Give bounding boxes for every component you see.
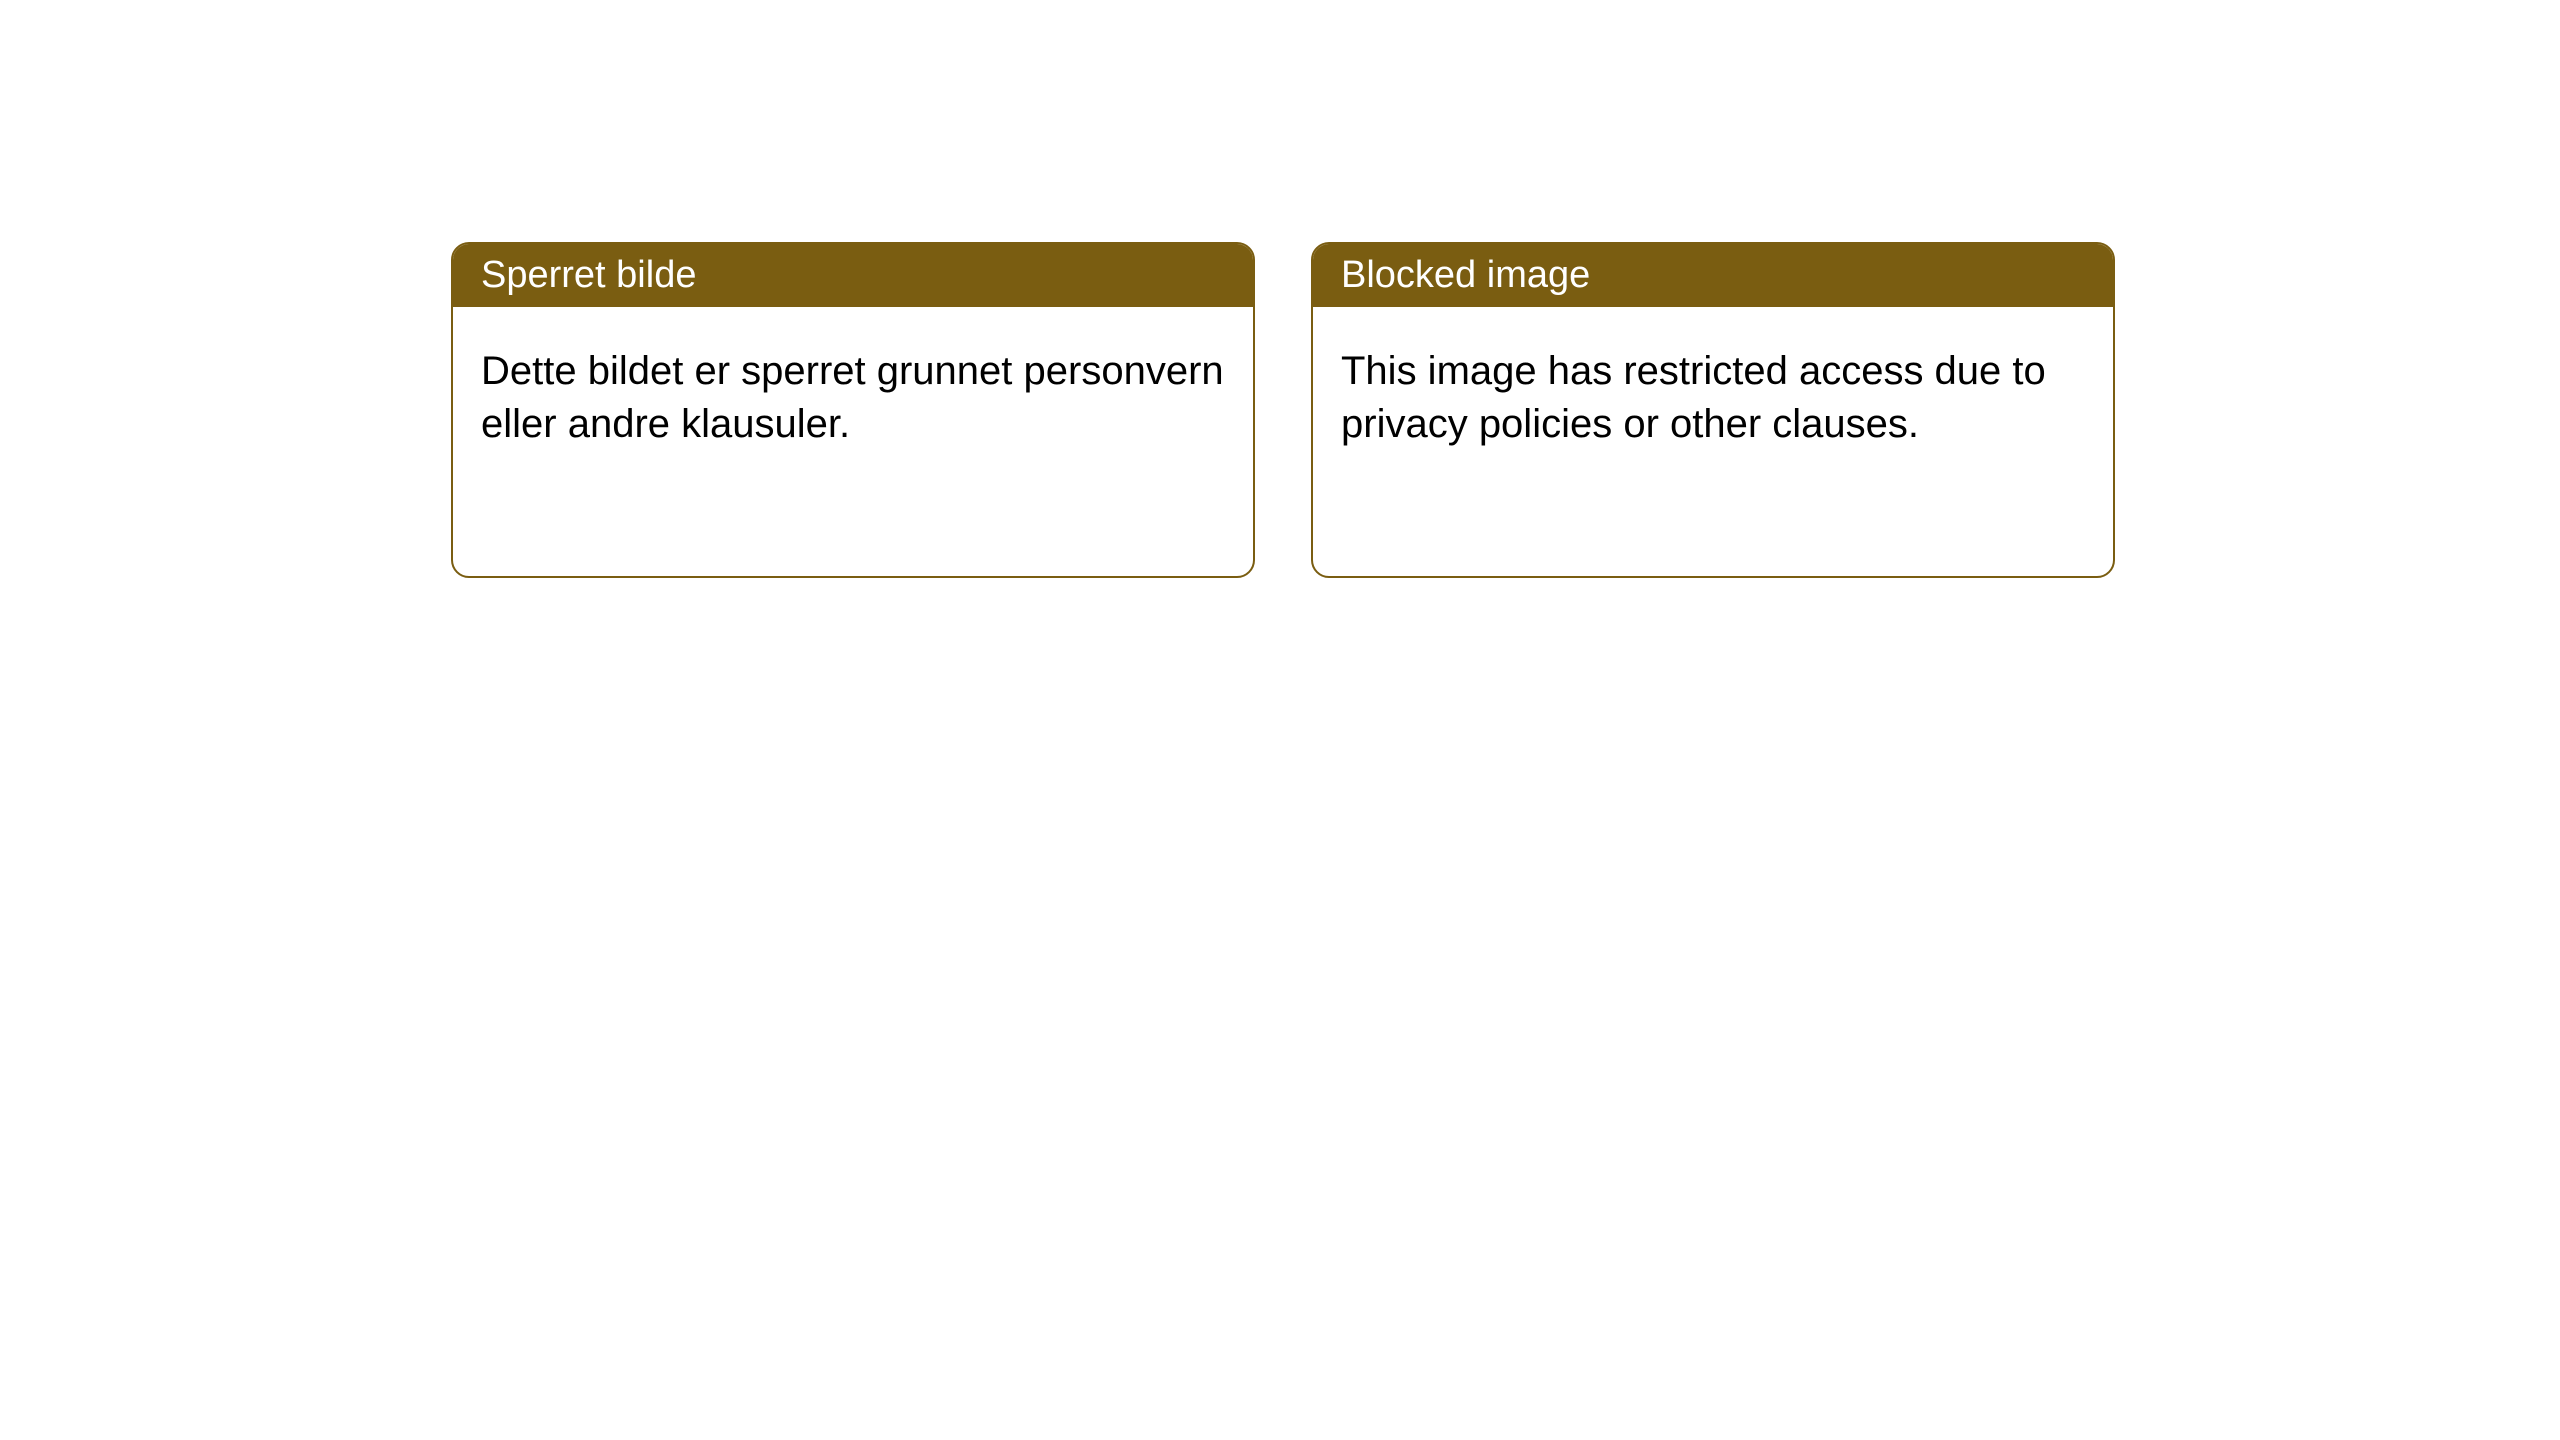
notice-body-english: This image has restricted access due to …: [1313, 307, 2113, 489]
notice-card-norwegian: Sperret bilde Dette bildet er sperret gr…: [451, 242, 1255, 578]
notice-title-english: Blocked image: [1313, 244, 2113, 307]
notice-body-norwegian: Dette bildet er sperret grunnet personve…: [453, 307, 1253, 489]
notice-container: Sperret bilde Dette bildet er sperret gr…: [0, 0, 2560, 578]
notice-title-norwegian: Sperret bilde: [453, 244, 1253, 307]
notice-card-english: Blocked image This image has restricted …: [1311, 242, 2115, 578]
